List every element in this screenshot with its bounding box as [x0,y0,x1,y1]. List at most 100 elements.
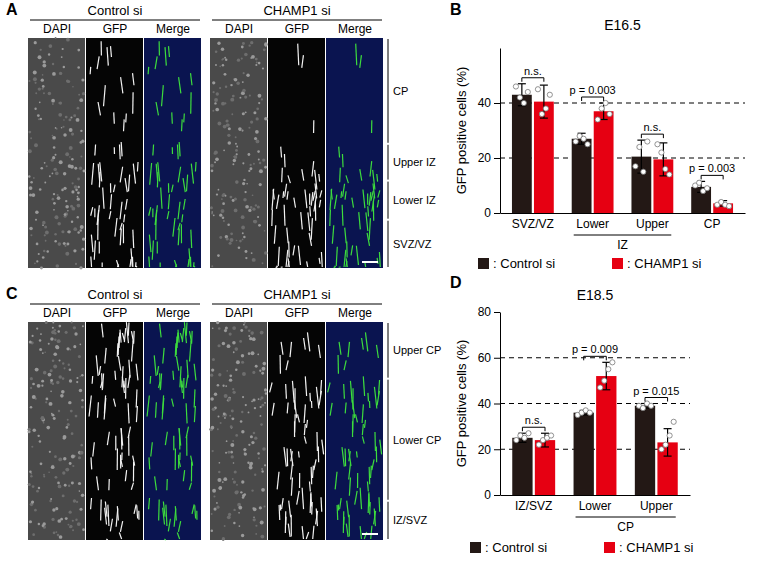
cell-streak [190,92,192,113]
cell-streak [128,435,129,456]
y-tick: 20 [478,443,500,457]
data-point [526,431,531,436]
nucleus [42,88,44,90]
y-axis-title: GFP positive cells (%) [454,340,469,468]
nucleus [214,98,218,102]
nucleus [64,245,66,247]
nucleus [223,149,225,151]
zone-bracket [388,145,389,180]
nucleus [244,191,246,193]
error-bar-segment [600,119,608,120]
cell-streak [311,192,313,206]
nucleus [75,415,78,418]
data-point [514,438,519,443]
cell-streak [276,195,278,209]
cell-streak [316,387,318,409]
nucleus [70,349,72,351]
cell-streak [285,511,287,533]
cell-streak [90,457,92,469]
cell-streak [304,404,305,423]
nucleus [248,352,251,355]
nucleus [29,193,32,196]
cell-streak [298,451,300,457]
significance-bracket [582,97,604,101]
cell-streak [136,406,137,422]
bar [574,413,594,495]
nucleus [81,78,84,81]
cell-streak [194,389,196,407]
cell-streak [334,266,335,267]
nucleus [57,222,61,226]
nucleus [30,234,32,236]
bar [535,440,555,495]
cell-streak [192,504,194,513]
data-point [602,378,607,383]
micrograph-background [210,322,267,540]
x-tick: SVZ/VZ [512,213,554,231]
cell-streak [302,488,303,509]
nucleus [252,507,254,509]
nucleus [53,417,56,420]
panel-letter: B [450,1,462,18]
cell-streak [165,432,167,445]
nucleus [48,53,50,55]
nucleus [42,85,45,88]
micrograph-background [210,38,267,268]
nucleus [257,452,259,454]
nucleus [76,501,78,503]
cell-streak [172,147,173,154]
nucleus [233,522,235,524]
cell-streak [109,211,111,219]
tick-mark [494,103,500,104]
nucleus [79,98,83,102]
cell-streak [149,235,151,252]
nucleus [221,59,223,61]
nucleus [67,419,69,421]
cell-streak [320,190,322,197]
nucleus [77,107,80,110]
nucleus [260,521,264,525]
nucleus [243,198,246,201]
data-point [548,433,553,438]
nucleus [260,535,264,539]
nucleus [59,360,61,362]
error-bar [518,84,526,106]
nucleus [53,352,57,356]
nucleus [258,224,261,227]
significance: p = 0.003 [570,84,616,101]
error-bar [637,140,645,173]
tick-label: 0 [484,206,491,220]
nucleus [71,321,73,323]
data-point [659,150,664,155]
cell-streak [167,211,169,219]
y-tick: 40 [478,397,500,411]
nucleus [69,511,72,514]
nucleus [262,67,264,69]
tick-label: Upper [636,217,669,231]
nucleus [62,126,64,128]
error-bar-segment [541,433,549,434]
cell-streak [104,85,106,106]
cell-streak [371,120,372,133]
cell-streak [123,214,125,222]
cell-streak [97,476,99,490]
nucleus [72,529,74,531]
nucleus [253,518,256,521]
cell-streak [120,455,121,469]
y-tick: 40 [478,96,500,110]
nucleus [224,413,228,417]
cell-streak [177,144,179,159]
nucleus [73,345,76,348]
nucleus [235,434,238,437]
nucleus [219,214,222,217]
nucleus [242,42,245,45]
nucleus [35,92,37,94]
tick-mark [494,312,500,313]
cell-streak [288,258,289,267]
nucleus [61,127,63,129]
nucleus [219,236,222,239]
nucleus [256,107,259,110]
nucleus [62,362,64,364]
legend-label: : CHAMP1 si [627,256,702,271]
nucleus [256,62,258,64]
